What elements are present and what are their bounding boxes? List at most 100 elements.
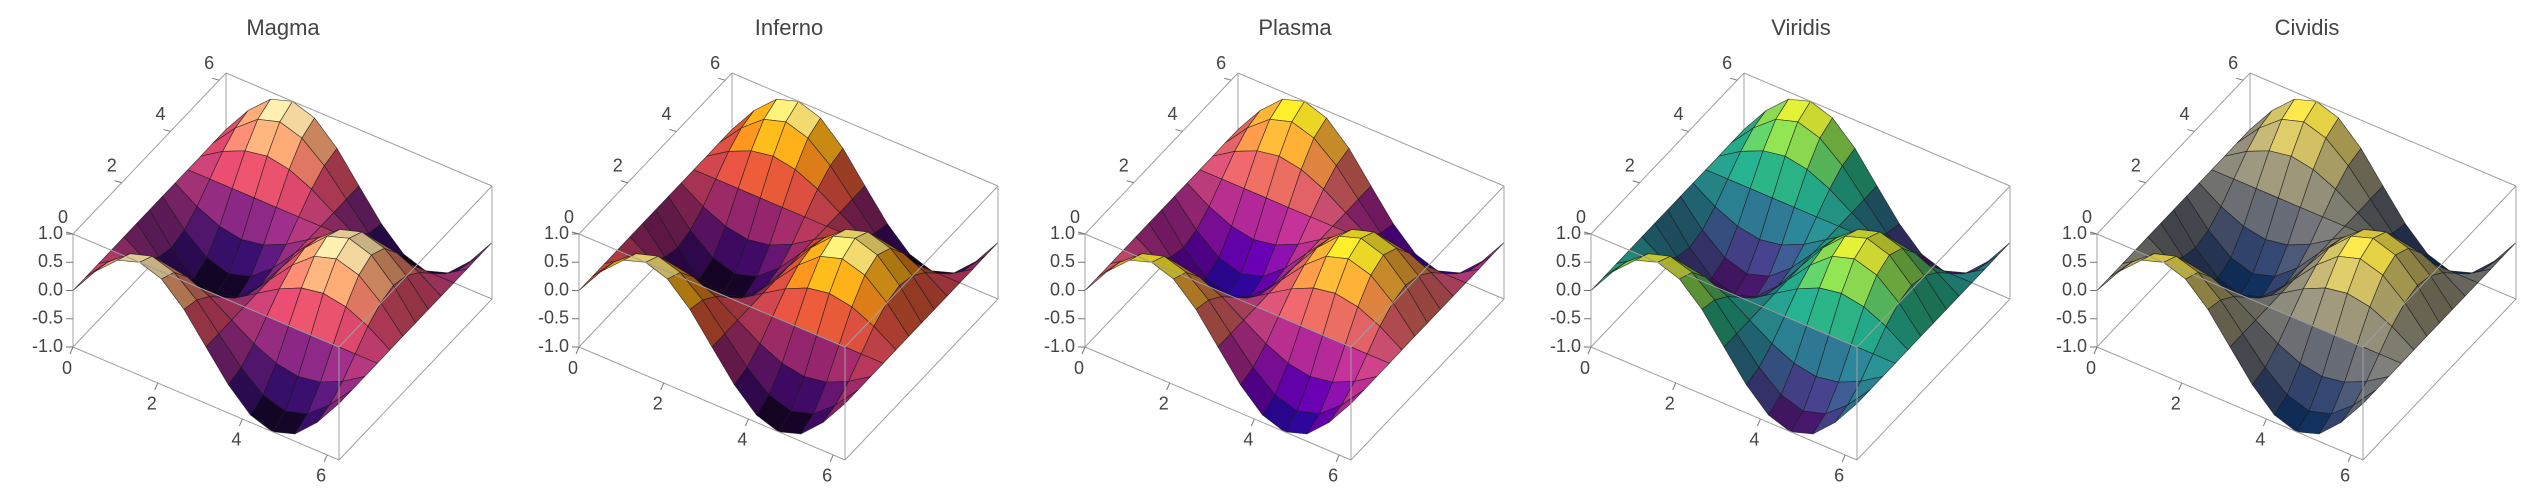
surface-patch xyxy=(2480,242,2517,272)
box-edge xyxy=(2096,233,2364,348)
x-tick xyxy=(744,418,749,427)
x-tick xyxy=(69,346,74,355)
z-tick-label: 0.5 xyxy=(1050,251,1075,271)
x-tick-label: 0 xyxy=(1074,358,1084,378)
x-tick xyxy=(1587,346,1592,355)
z-tick-label: 0.0 xyxy=(1050,279,1075,299)
y-tick xyxy=(212,77,220,81)
box-edge xyxy=(844,298,999,461)
box-edge xyxy=(1856,185,2011,348)
x-tick xyxy=(2347,454,2352,463)
chart-title: Plasma xyxy=(1258,15,1332,40)
y-tick-label: 4 xyxy=(155,104,165,124)
x-tick-label: 6 xyxy=(1834,466,1844,486)
x-tick-label: 6 xyxy=(1328,466,1338,486)
x-tick-label: 2 xyxy=(147,394,157,414)
surface-patch xyxy=(822,389,859,423)
x-tick xyxy=(2178,382,2183,391)
z-tick-label: -1.0 xyxy=(32,336,63,356)
surface-patch xyxy=(316,389,353,423)
z-tick-label: -1.0 xyxy=(2056,336,2087,356)
surface-plot: Plasma 0 2 4 6 0 2 4 6 -1.0 -0.5 0.0 0.5 1.0 xyxy=(1044,15,1505,486)
box-edge xyxy=(1590,346,1858,461)
box-edge xyxy=(72,346,340,461)
chart-title: Inferno xyxy=(755,15,824,40)
y-tick xyxy=(1126,180,1134,184)
y-tick-label: 2 xyxy=(2131,155,2141,175)
x-tick xyxy=(829,454,834,463)
box-edge xyxy=(1743,72,2011,187)
x-tick xyxy=(238,418,243,427)
y-tick-label: 6 xyxy=(2228,53,2238,73)
z-tick-label: 1.0 xyxy=(1556,223,1581,243)
z-tick-label: -1.0 xyxy=(1044,336,1075,356)
box-edge xyxy=(1084,233,1352,348)
z-tick-label: 1.0 xyxy=(2062,223,2087,243)
z-tick-label: -0.5 xyxy=(1044,308,1075,328)
y-tick xyxy=(114,180,122,184)
y-tick-label: 0 xyxy=(1576,207,1586,227)
z-tick-label: -1.0 xyxy=(1550,336,1581,356)
y-tick xyxy=(1730,77,1738,81)
surface-plot: Magma 0 2 4 6 0 2 4 6 -1.0 -0.5 0.0 0.5 1.0 xyxy=(32,15,493,486)
box-edge xyxy=(1084,72,1239,235)
z-tick-label: -0.5 xyxy=(32,308,63,328)
x-tick xyxy=(1672,382,1677,391)
box-edge xyxy=(2096,72,2251,235)
y-tick-label: 2 xyxy=(1625,155,1635,175)
surface-plot: Viridis 0 2 4 6 0 2 4 6 -1.0 -0.5 0.0 0.5 1.0 xyxy=(1550,15,2011,486)
y-tick-label: 2 xyxy=(107,155,117,175)
y-tick-label: 2 xyxy=(1119,155,1129,175)
y-tick-label: 0 xyxy=(1070,207,1080,227)
box-edge xyxy=(1590,72,1745,235)
x-tick-label: 4 xyxy=(737,430,747,450)
z-tick-label: 1.0 xyxy=(38,223,63,243)
y-tick-label: 4 xyxy=(1167,104,1177,124)
x-tick-label: 0 xyxy=(62,358,72,378)
x-tick-label: 4 xyxy=(231,430,241,450)
chart-title: Cividis xyxy=(2275,15,2340,40)
surface-patch xyxy=(962,242,999,272)
z-tick-label: 0.5 xyxy=(544,251,569,271)
z-tick-label: 0.0 xyxy=(38,279,63,299)
box-edge xyxy=(72,233,340,348)
x-tick-label: 2 xyxy=(2171,394,2181,414)
box-edge xyxy=(2362,185,2517,348)
x-tick-label: 6 xyxy=(316,466,326,486)
x-tick-label: 4 xyxy=(2255,430,2265,450)
box-edge xyxy=(2362,298,2517,461)
box-edge xyxy=(2249,72,2517,187)
box-edge xyxy=(1237,72,1505,187)
surface-patch xyxy=(1328,389,1365,423)
x-tick xyxy=(1335,454,1340,463)
surface-patch xyxy=(1468,242,1505,272)
z-tick-label: 1.0 xyxy=(544,223,569,243)
surface-patch xyxy=(456,242,493,272)
x-tick-label: 6 xyxy=(822,466,832,486)
box-edge xyxy=(1350,298,1505,461)
y-tick xyxy=(163,128,171,132)
x-tick xyxy=(2093,346,2098,355)
y-tick-label: 4 xyxy=(1673,104,1683,124)
box-edge xyxy=(338,185,493,348)
y-tick-label: 6 xyxy=(204,53,214,73)
surface-patch xyxy=(1974,242,2011,272)
z-tick-label: -1.0 xyxy=(538,336,569,356)
x-tick xyxy=(575,346,580,355)
y-tick xyxy=(620,180,628,184)
z-tick-label: 0.0 xyxy=(2062,279,2087,299)
z-tick-label: 0.5 xyxy=(1556,251,1581,271)
box-edge xyxy=(2096,346,2364,461)
x-tick xyxy=(154,382,159,391)
z-tick-label: -0.5 xyxy=(538,308,569,328)
y-tick-label: 0 xyxy=(564,207,574,227)
chart-title: Magma xyxy=(246,15,320,40)
x-tick-label: 2 xyxy=(1665,394,1675,414)
x-tick xyxy=(323,454,328,463)
box-edge xyxy=(731,72,999,187)
y-tick-label: 4 xyxy=(2179,104,2189,124)
box-edge xyxy=(1856,298,2011,461)
box-edge xyxy=(1350,185,1505,348)
